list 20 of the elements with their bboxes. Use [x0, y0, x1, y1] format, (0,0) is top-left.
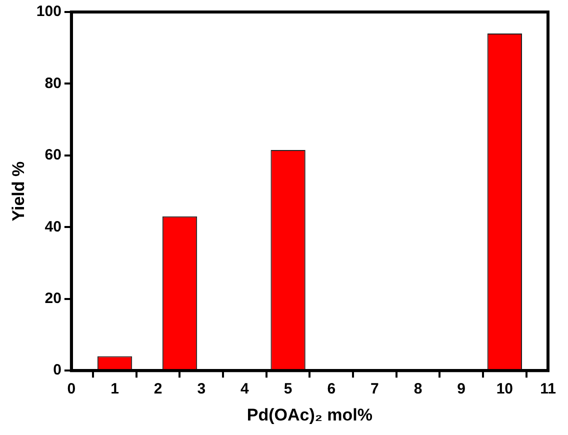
y-tick-label: 0 [53, 362, 62, 379]
x-tick-label: 4 [240, 380, 250, 398]
x-tick-label: 10 [496, 380, 514, 398]
y-tick-label: 40 [44, 218, 62, 236]
x-tick-label: 9 [457, 380, 466, 398]
y-tick-label: 100 [36, 3, 62, 20]
x-tick-label: 0 [67, 380, 76, 398]
x-tick-label: 11 [540, 380, 556, 398]
x-tick-label: 3 [197, 380, 206, 398]
x-tick-label: 8 [414, 380, 422, 398]
x-tick-label: 7 [370, 380, 379, 398]
x-tick-label: 1 [110, 380, 119, 398]
y-tick-label: 20 [44, 290, 62, 308]
x-axis-title: Pd(OAc)₂ mol% [246, 405, 373, 424]
y-tick-label: 60 [44, 146, 62, 164]
x-tick-label: 6 [327, 380, 336, 398]
y-axis-title: Yield % [8, 161, 28, 222]
x-tick-label: 2 [154, 380, 162, 398]
x-tick-label: 5 [284, 380, 292, 398]
y-tick-label: 80 [44, 74, 62, 92]
